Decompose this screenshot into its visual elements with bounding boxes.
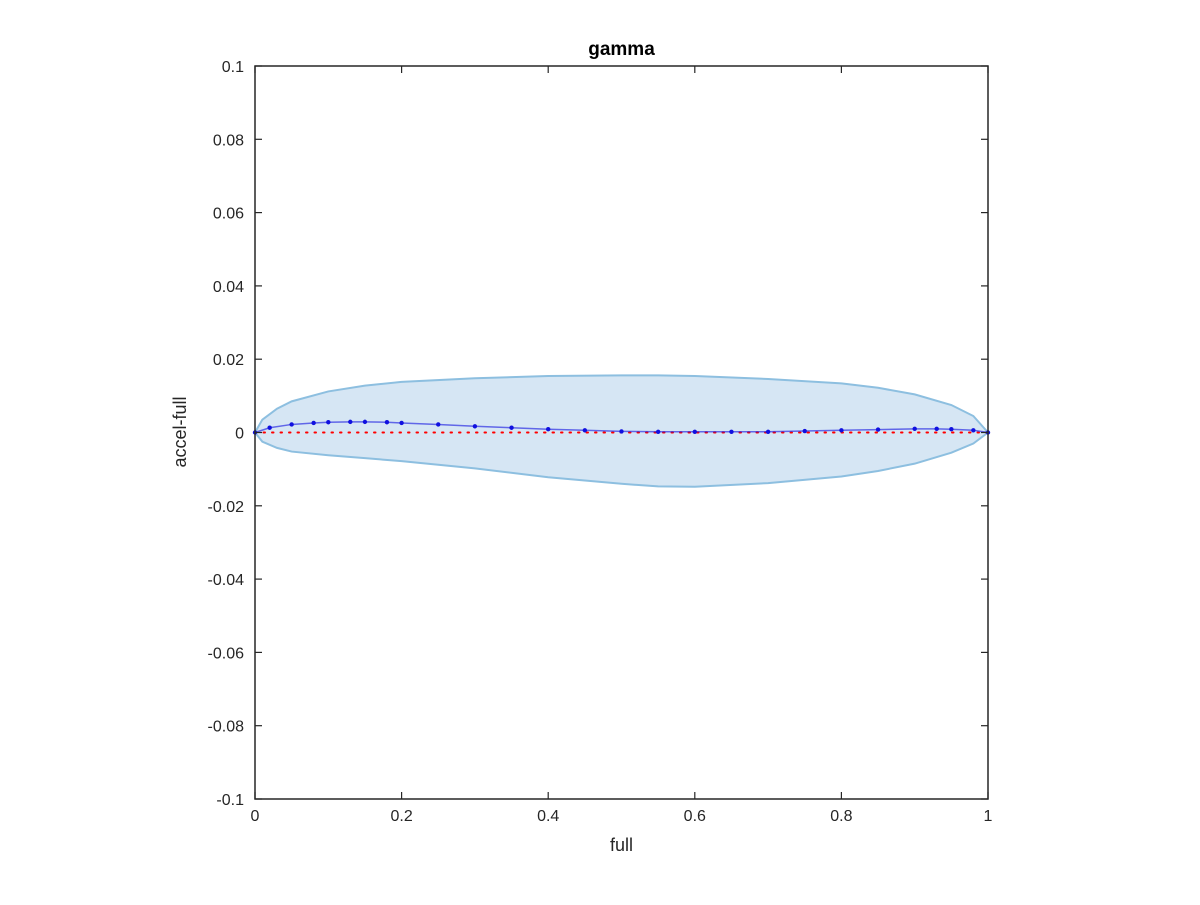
mean-point <box>472 424 478 429</box>
mean-point <box>267 425 272 430</box>
mean-point <box>802 428 807 434</box>
y-tick-label: 0.1 <box>222 59 244 76</box>
mean-point <box>289 422 294 427</box>
mean-point <box>619 429 624 434</box>
x-tick-label: 0.4 <box>537 808 559 825</box>
mean-point <box>839 428 844 433</box>
y-tick-label: 0.08 <box>213 132 244 149</box>
mean-point <box>326 420 331 425</box>
mean-point <box>949 427 954 432</box>
mean-point <box>912 426 917 432</box>
y-tick-label: 0 <box>235 426 244 443</box>
mean-point <box>348 419 353 425</box>
mean-point <box>436 422 441 427</box>
mean-point <box>399 420 404 426</box>
mean-point <box>934 426 939 432</box>
mean-point <box>311 420 316 426</box>
mean-point <box>729 429 734 434</box>
mean-point <box>509 425 514 430</box>
chart-title: gamma <box>588 39 655 60</box>
x-tick-label: 0.2 <box>390 808 412 825</box>
series-mean <box>252 419 991 435</box>
y-tick-label: -0.06 <box>208 645 245 662</box>
mean-point <box>362 419 368 425</box>
mean-point <box>655 429 661 434</box>
tick-layer: 0 0.2 0.4 0.6 0.8 1 -0.1 -0.08 -0.06 -0.04 -0.02 0 0… <box>208 59 993 825</box>
mean-point <box>765 429 771 434</box>
series-layer <box>252 419 991 435</box>
mean-point <box>971 428 976 433</box>
y-tick-label: -0.02 <box>208 499 245 516</box>
x-axis-label: full <box>610 835 633 855</box>
mean-point <box>582 428 588 433</box>
y-tick-label: -0.08 <box>208 719 245 736</box>
x-tick-label: 0.8 <box>830 808 852 825</box>
y-tick-label: 0.06 <box>213 206 244 223</box>
x-tick-label: 0.6 <box>684 808 706 825</box>
mean-point <box>875 427 881 432</box>
mean-point <box>384 420 390 425</box>
x-tick-label: 0 <box>251 808 260 825</box>
y-tick-label: 0.04 <box>213 279 244 296</box>
mean-point <box>546 427 551 432</box>
x-tick-label: 1 <box>984 808 993 825</box>
y-axis-label: accel-full <box>170 396 190 467</box>
y-tick-label: -0.04 <box>208 572 245 589</box>
y-tick-label: 0.02 <box>213 352 244 369</box>
mean-point <box>692 429 697 434</box>
y-tick-label: -0.1 <box>216 792 244 809</box>
